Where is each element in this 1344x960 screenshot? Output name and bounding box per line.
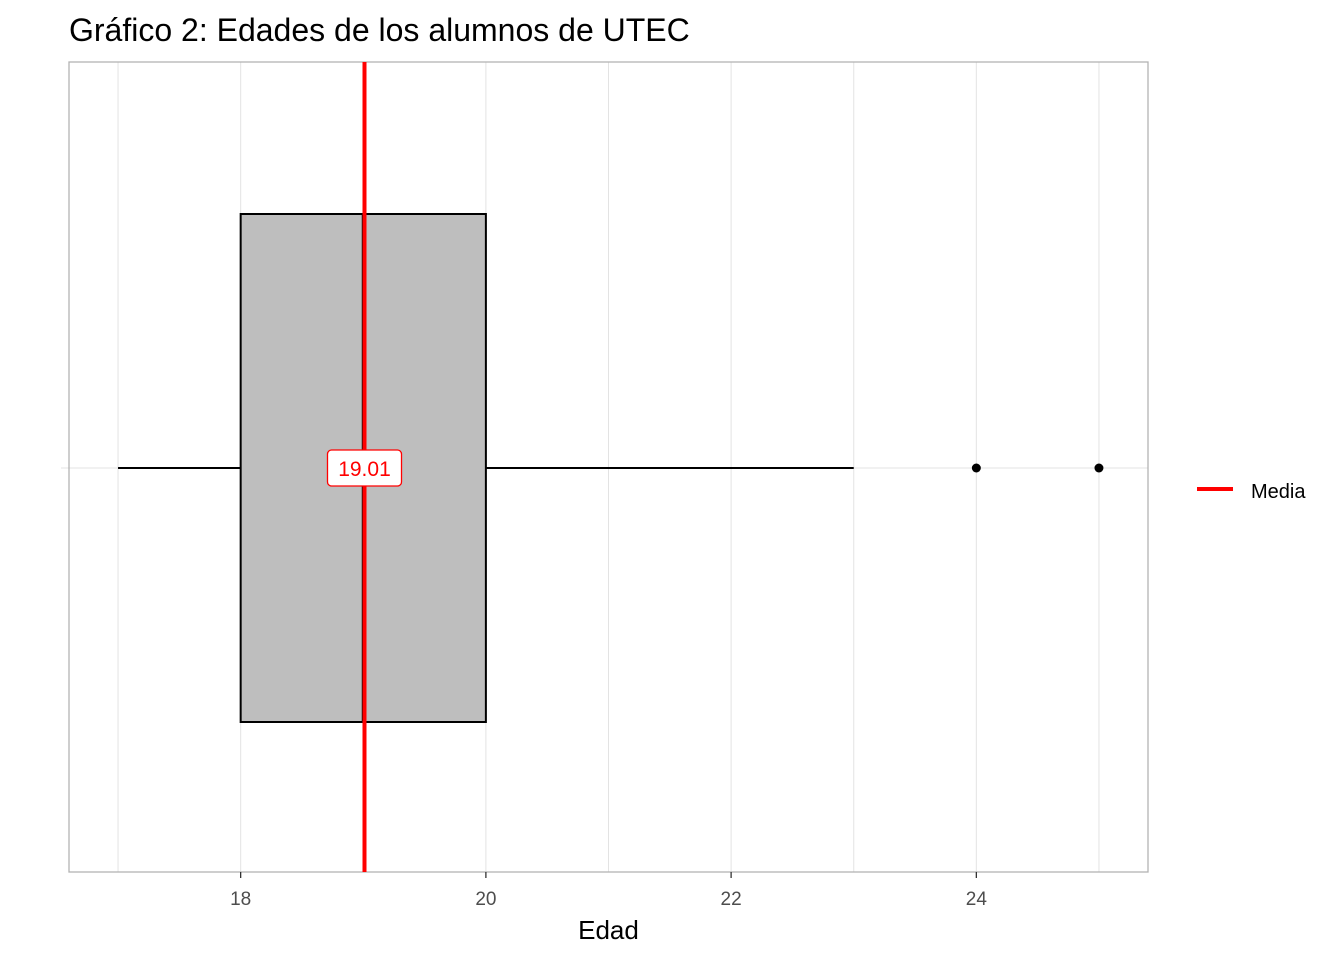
x-tick-label: 24 (966, 889, 988, 910)
x-tick-label: 18 (230, 889, 251, 910)
legend: Media (1197, 481, 1306, 503)
mean-label: 19.01 (338, 458, 391, 481)
outlier-point (1094, 463, 1104, 473)
plot-panel (68, 61, 1149, 873)
x-axis: 18 20 22 24 (230, 872, 987, 910)
outlier-point (971, 463, 981, 473)
chart-title: Gráfico 2: Edades de los alumnos de UTEC (69, 12, 690, 48)
x-tick-label: 22 (721, 889, 742, 910)
mean-label-box (326, 449, 403, 487)
x-axis-title: Edad (578, 915, 639, 945)
plot-marks: 19.01 (118, 62, 1104, 872)
legend-label-media: Media (1251, 481, 1306, 503)
x-tick-label: 20 (475, 889, 496, 910)
